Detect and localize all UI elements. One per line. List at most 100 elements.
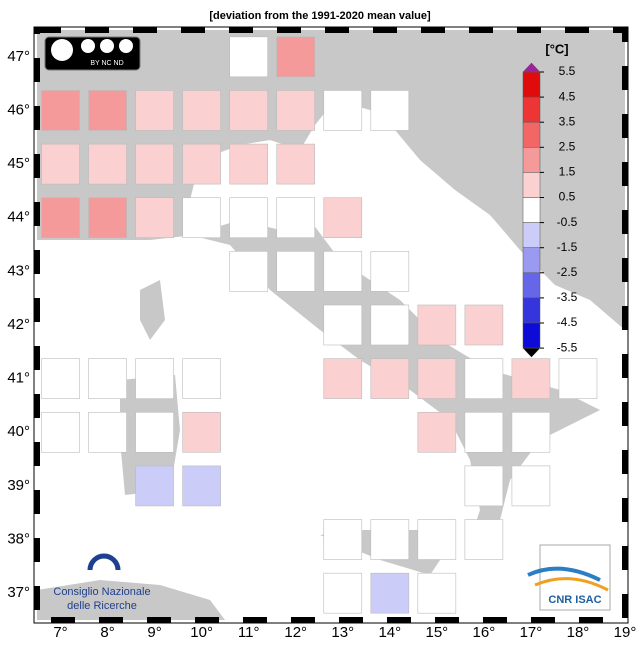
cnr-text: delle Ricerche bbox=[67, 600, 137, 612]
grid-cell bbox=[135, 197, 174, 239]
cc-icon bbox=[119, 39, 133, 53]
colorbar-tick-label: 3.5 bbox=[559, 114, 576, 128]
grid-cell bbox=[417, 304, 457, 346]
isac-wave bbox=[527, 566, 601, 582]
lon-tick-label: 7° bbox=[53, 624, 67, 641]
grid-cell bbox=[88, 197, 127, 239]
grid-cell bbox=[370, 358, 410, 399]
colorbar-bin bbox=[522, 272, 541, 299]
colorbar-bin bbox=[522, 222, 541, 248]
grid-cell bbox=[464, 465, 504, 507]
lon-tick-label: 16° bbox=[473, 624, 496, 641]
grid-cell bbox=[182, 90, 221, 131]
grid-cell bbox=[323, 90, 363, 131]
grid-cell bbox=[135, 411, 174, 453]
grid-cell bbox=[229, 143, 268, 185]
grid-cell bbox=[41, 90, 80, 131]
cc-icon bbox=[81, 39, 95, 53]
lon-tick-label: 9° bbox=[147, 624, 161, 641]
colorbar-tick-label: -5.5 bbox=[557, 340, 578, 354]
grid-cell bbox=[88, 411, 127, 453]
grid-cell bbox=[88, 143, 127, 185]
isac-logo: CNR ISAC bbox=[527, 544, 611, 611]
grid-cell bbox=[41, 411, 80, 453]
colorbar-bin bbox=[522, 147, 541, 173]
isac-text: CNR ISAC bbox=[548, 594, 601, 606]
grid-cell bbox=[182, 358, 221, 399]
grid-cell bbox=[370, 90, 410, 131]
grid-cell bbox=[276, 90, 316, 131]
lon-tick-label: 12° bbox=[284, 624, 307, 641]
grid-cell bbox=[229, 251, 268, 292]
land-africa bbox=[37, 580, 225, 620]
grid-cell bbox=[229, 197, 268, 239]
grid-cell bbox=[276, 36, 316, 78]
grid-cell bbox=[41, 358, 80, 399]
cc-logo: BY NC ND bbox=[44, 36, 141, 71]
grid-cell bbox=[276, 143, 316, 185]
grid-cell bbox=[323, 251, 363, 292]
grid-cell bbox=[417, 519, 457, 560]
lon-tick-label: 18° bbox=[567, 624, 590, 641]
grid-cell bbox=[276, 197, 316, 239]
grid-cell bbox=[370, 251, 410, 292]
lat-tick-label: 47° bbox=[7, 48, 30, 65]
colorbar-tick-label: -1.5 bbox=[557, 240, 578, 254]
grid-cell bbox=[229, 36, 268, 78]
grid-cell bbox=[41, 143, 80, 185]
grid-cell bbox=[464, 411, 504, 453]
colorbar-tick-label: 2.5 bbox=[559, 139, 576, 153]
lat-tick-label: 45° bbox=[7, 155, 30, 172]
grid-cell bbox=[88, 90, 127, 131]
colorbar-label: [°C] bbox=[545, 41, 568, 56]
lon-tick-label: 19° bbox=[614, 624, 637, 641]
grid-cell bbox=[417, 358, 457, 399]
colorbar-arrow bbox=[522, 347, 541, 358]
cnr-text: Consiglio Nazionale bbox=[53, 586, 150, 598]
grid-cell bbox=[370, 304, 410, 346]
grid-cell bbox=[182, 143, 221, 185]
lat-tick-label: 37° bbox=[7, 584, 30, 601]
grid-cell bbox=[464, 304, 504, 346]
grid-cell bbox=[135, 465, 174, 507]
lon-tick-label: 17° bbox=[520, 624, 543, 641]
land-corsica bbox=[140, 280, 165, 340]
grid-cell bbox=[135, 358, 174, 399]
grid-cell bbox=[323, 197, 363, 239]
grid-cell bbox=[323, 358, 363, 399]
grid-cell bbox=[323, 519, 363, 560]
lat-tick-label: 42° bbox=[7, 316, 30, 333]
grid-cell bbox=[135, 143, 174, 185]
cnr-logo: Consiglio Nazionale delle Ricerche bbox=[53, 553, 151, 612]
grid-cell bbox=[511, 411, 551, 453]
grid-cell bbox=[511, 358, 551, 399]
colorbar-bin bbox=[522, 322, 541, 349]
grid-cell bbox=[41, 197, 80, 239]
lat-tick-label: 38° bbox=[7, 531, 30, 548]
grid-cell bbox=[417, 572, 457, 614]
grid-cell bbox=[558, 358, 598, 399]
colorbar-bin bbox=[522, 71, 541, 98]
grid-cell bbox=[182, 411, 221, 453]
grid-cell bbox=[464, 358, 504, 399]
lon-tick-label: 10° bbox=[190, 624, 213, 641]
lon-tick-label: 15° bbox=[425, 624, 448, 641]
colorbar-tick-label: -2.5 bbox=[557, 265, 578, 279]
colorbar-tick-label: 5.5 bbox=[559, 64, 576, 78]
grid-cell bbox=[182, 465, 221, 507]
colorbar-tick-label: -0.5 bbox=[557, 215, 578, 229]
grid-cell bbox=[276, 251, 316, 292]
grid-cell bbox=[370, 519, 410, 560]
cc-circle bbox=[51, 39, 73, 61]
cnr-mark bbox=[87, 553, 121, 571]
grid-cell bbox=[323, 304, 363, 346]
colorbar-bin bbox=[522, 172, 541, 198]
colorbar-tick-label: 0.5 bbox=[559, 190, 576, 204]
grid-cell bbox=[511, 465, 551, 507]
colorbar-bin bbox=[522, 297, 541, 324]
cc-text: BY NC ND bbox=[90, 60, 123, 67]
frame-dash bbox=[34, 27, 628, 623]
isac-wave bbox=[534, 577, 609, 592]
colorbar-bin bbox=[522, 247, 541, 274]
